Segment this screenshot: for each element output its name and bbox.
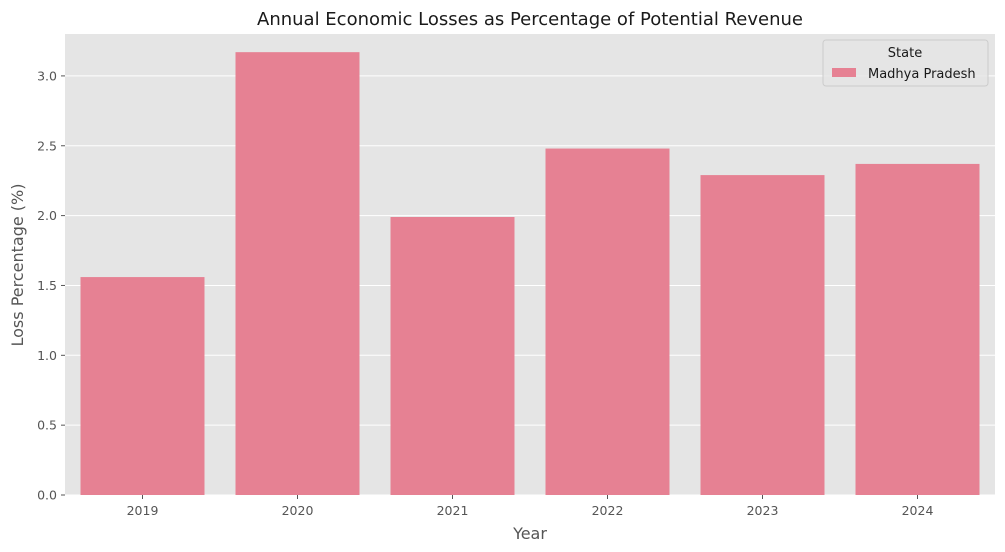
y-tick-label: 0.5 <box>37 418 57 433</box>
chart-title: Annual Economic Losses as Percentage of … <box>257 9 803 30</box>
x-tick-label: 2024 <box>902 503 934 518</box>
legend-swatch <box>832 68 856 77</box>
y-axis-ticks: 0.0 0.5 1.0 1.5 2.0 2.5 3.0 <box>37 68 65 503</box>
y-tick-label: 1.5 <box>37 278 57 293</box>
legend-label: Madhya Pradesh <box>868 67 976 82</box>
bar-2020 <box>235 52 360 495</box>
x-axis-label: Year <box>512 524 547 543</box>
legend-title: State <box>888 46 922 61</box>
y-tick-label: 2.0 <box>37 208 57 223</box>
y-tick-label: 1.0 <box>37 348 57 363</box>
x-axis-ticks: 2019 2020 2021 2022 2023 2024 <box>127 495 934 518</box>
bar-2022 <box>545 148 670 495</box>
bar-2021 <box>390 217 515 495</box>
x-tick-label: 2023 <box>747 503 779 518</box>
x-tick-label: 2022 <box>592 503 624 518</box>
x-tick-label: 2021 <box>437 503 469 518</box>
legend-box <box>822 39 989 87</box>
x-tick-label: 2019 <box>127 503 159 518</box>
y-axis-label: Loss Percentage (%) <box>8 184 27 347</box>
y-tick-label: 0.0 <box>37 488 57 503</box>
bars <box>80 52 980 495</box>
y-tick-label: 3.0 <box>37 68 57 83</box>
y-tick-label: 2.5 <box>37 138 57 153</box>
x-tick-label: 2020 <box>282 503 314 518</box>
bar-2023 <box>700 175 825 495</box>
plot-background <box>65 34 995 495</box>
bar-2019 <box>80 277 205 495</box>
bar-2024 <box>855 163 980 495</box>
legend: State Madhya Pradesh <box>822 39 989 87</box>
